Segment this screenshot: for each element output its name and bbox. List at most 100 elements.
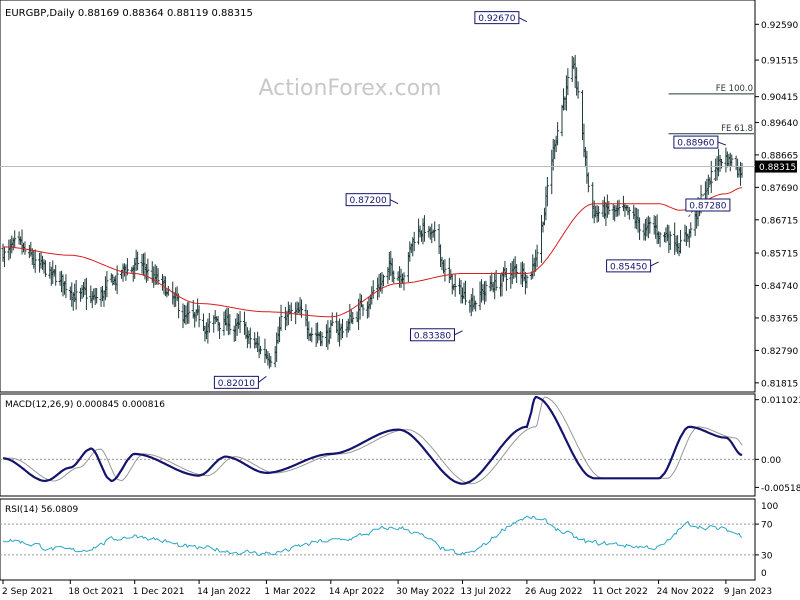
x-tick-label: 14 Jan 2022 [197,587,251,597]
x-tick-label: 18 Oct 2021 [68,587,124,597]
ohlc-bar [433,221,437,242]
price-annotation: 0.83380 [409,328,463,342]
ohlc-bar [2,246,6,268]
ohlc-bar [95,288,99,304]
annotation-leader [454,330,463,336]
ohlc-bar [648,217,652,234]
ohlc-bar [504,268,508,291]
price-tick-label: 0.86715 [761,216,798,226]
annotation-box [685,198,731,212]
annotation-label: 0.85450 [610,262,647,272]
current-price-box [755,160,797,173]
annotation-box [213,375,259,389]
price-annotation: 0.82010 [213,375,267,389]
ohlc-bar [351,311,355,325]
ohlc-bar [341,318,345,339]
price-tick-label: 0.82790 [761,347,798,357]
ohlc-bar [597,206,601,222]
ohlc-bar [228,314,232,335]
price-tick-label: 0.90415 [761,93,798,103]
annotation-leader [258,375,267,383]
macd-tick-label: 0.011023 [761,396,800,406]
ohlc-bar [689,222,693,238]
macd-line [3,395,743,485]
price-annotation: 0.87280 [685,198,731,212]
fe-level-label: FE 61.8 [721,124,753,134]
ohlc-bar [412,231,416,252]
annotation-leader [389,199,399,205]
x-axis: 2 Sep 2021 18 Oct 2021 1 Dec 2021 14 Jan 20… [2,580,772,597]
price-tick-label: 0.89640 [761,119,798,129]
x-tick-label: 9 Jan 2023 [724,587,772,597]
ohlc-bar [23,241,27,255]
price-tick-label: 0.81815 [761,379,798,389]
ohlc-bar [43,260,47,277]
price-tick-label: 0.91515 [761,57,798,67]
x-tick-label: 1 Mar 2022 [264,587,315,597]
ohlc-bar [136,251,140,271]
ohlc-bar [330,312,334,327]
ohlc-bar [207,313,211,333]
annotation-label: 0.87200 [349,196,386,206]
ohlc-bar [361,304,365,317]
price-annotation: 0.88960 [673,135,727,149]
ohlc-bar [187,301,191,324]
annotation-box [673,135,719,149]
watermark: ActionForex.com [259,76,442,101]
rsi-tick-label: 30 [761,551,773,561]
annotation-label: 0.82010 [218,379,255,389]
macd-lines [0,395,755,485]
ohlc-bar [371,280,375,299]
ohlc-bar [556,122,560,146]
ohlc-bar [484,280,488,302]
ohlc-bar [392,270,396,284]
price-tick-label: 0.92590 [761,21,798,31]
price-annotation: 0.87200 [345,193,399,207]
ohlc-bar [566,68,570,96]
current-price: 0.88315 [0,160,797,173]
ohlc-bar [474,300,478,312]
ohlc-bar [320,331,324,347]
x-tick-label: 11 Oct 2022 [592,587,648,597]
x-tick-label: 14 Apr 2022 [329,587,385,597]
annotation-label: 0.92670 [478,14,515,24]
ohlc-bar [422,215,426,242]
ohlc-bar [177,293,181,319]
ohlc-bar [402,272,406,291]
annotation-box [409,328,455,342]
ohlc-bar [586,172,590,193]
ohlc-bar [54,264,58,286]
symbol-line: EURGBP,Daily 0.88169 0.88364 0.88119 0.8… [5,8,253,19]
ohlc-bar [64,274,68,299]
ohlc-bar [74,280,78,310]
moving-average [3,187,743,318]
x-tick-label: 26 Aug 2022 [525,587,583,597]
rsi-y-axis: 70 30 100 0 [755,502,778,579]
rsi-edge-label-top: 100 [761,502,778,512]
annotation-label: 0.83380 [414,331,451,341]
x-tick-label: 2 Sep 2021 [2,587,53,597]
fe-level-label: FE 100.0 [716,84,753,94]
annotation-label: 0.87280 [689,201,726,211]
ohlc-bar [279,304,283,331]
macd-y-axis: 0.011023 0.00 -0.005182 [755,396,800,494]
ohlc-bar [679,230,683,254]
ohlc-bar [463,280,467,305]
price-annotation: 0.85450 [606,259,659,273]
ohlc-bar [545,176,549,207]
ohlc-bar [443,259,447,282]
ohlc-bar [269,355,273,368]
ohlc-bar [381,274,385,287]
rsi-lines [0,515,755,557]
trend-line [688,176,717,218]
ohlc-bar [289,302,293,322]
fe-levels: FE 100.0 FE 61.8 [668,84,754,218]
ohlc-bar [638,217,642,240]
x-tick-label: 24 Nov 2022 [657,587,715,597]
macd-label: MACD(12,26,9) 0.000845 0.000816 [5,400,165,410]
x-tick-label: 30 May 2022 [396,587,455,597]
macd-tick-label: 0.00 [761,456,781,466]
rsi-label: RSI(14) 56.0809 [5,505,78,515]
price-annotation: 0.92670 [474,11,528,24]
